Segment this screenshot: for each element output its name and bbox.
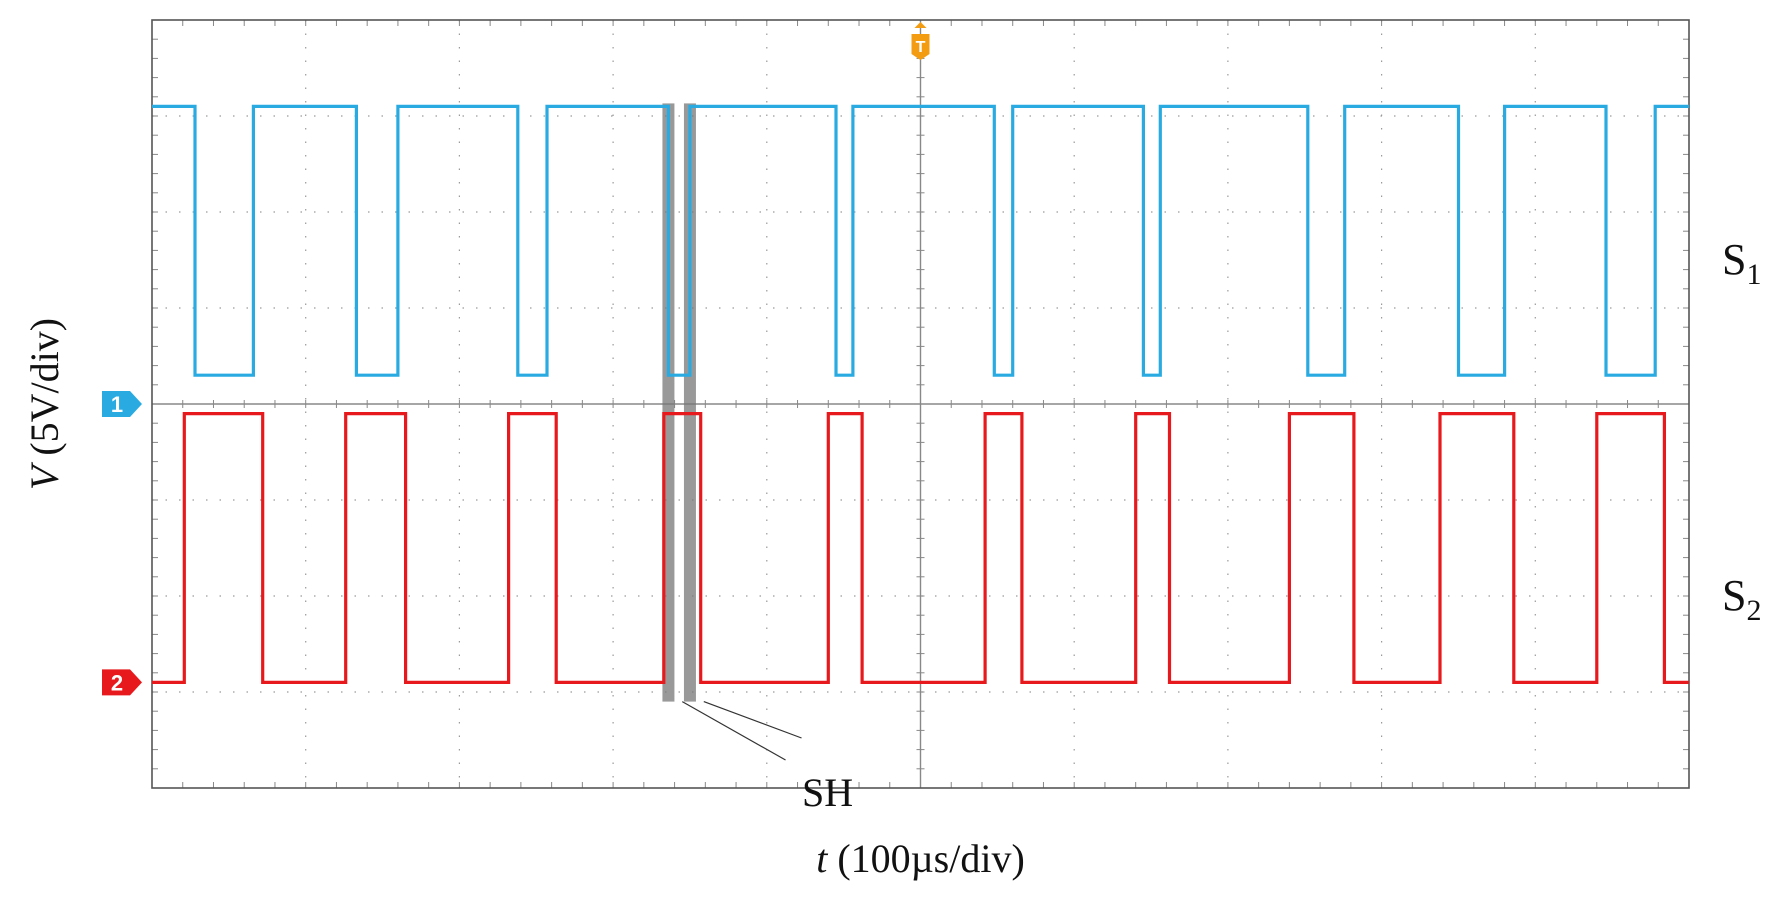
axis-labels: t (100µs/div) V (5V/div) xyxy=(22,318,1025,881)
annotation-leader xyxy=(681,701,786,761)
trace-s2 xyxy=(152,412,1689,684)
shoot-through-band xyxy=(683,103,696,702)
shoot-through-band xyxy=(662,103,675,702)
trigger-marker-label: T xyxy=(916,39,926,56)
channel-marker-shape xyxy=(102,669,142,696)
trace-s1 xyxy=(152,104,1689,377)
annotation-label-sh: SH xyxy=(802,770,853,815)
channel-markers: 1 S1 2 S2 T xyxy=(102,22,1761,696)
annotations: SH xyxy=(681,701,853,815)
trace-name-label: S1 xyxy=(1722,235,1761,291)
channel-marker-shape xyxy=(102,391,142,417)
plot-frame xyxy=(151,19,1690,789)
trigger-marker-shape xyxy=(911,34,930,60)
y-axis-label: V (5V/div) xyxy=(22,318,67,490)
x-axis-label: t (100µs/div) xyxy=(816,836,1025,881)
series-traces xyxy=(152,104,1689,684)
trace-name-label: S2 xyxy=(1722,571,1761,627)
channel-marker-label: 2 xyxy=(111,670,123,695)
channel-1-marker: 1 S1 xyxy=(102,235,1761,417)
trigger-marker: T xyxy=(911,22,930,60)
shaded-regions xyxy=(662,103,696,702)
channel-2-marker: 2 S2 xyxy=(102,571,1761,696)
trigger-marker-arrow xyxy=(914,22,927,28)
annotation-leader xyxy=(703,701,802,739)
grid xyxy=(151,19,1690,789)
channel-marker-label: 1 xyxy=(111,392,123,417)
